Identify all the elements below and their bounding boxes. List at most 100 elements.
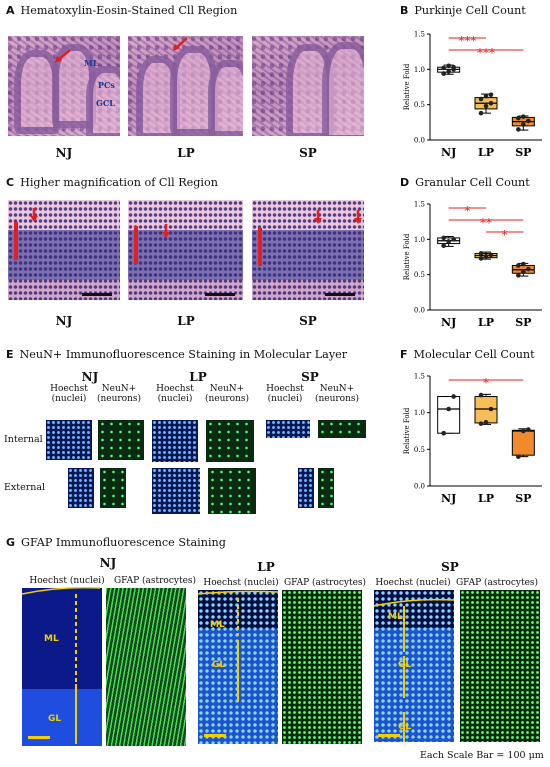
- data-point: [516, 454, 521, 459]
- panel-title-text: Molecular Cell Count: [413, 348, 535, 361]
- scale-bar-note: Each Scale Bar = 100 μm: [420, 750, 544, 761]
- y-tick-label: 0.0: [414, 483, 425, 491]
- x-tick-label: NJ: [441, 146, 456, 159]
- label-pcs: PCs: [98, 80, 115, 90]
- col-neun: NeuN+ (neurons): [96, 384, 142, 404]
- col-hoechst: Hoechst (nuclei): [29, 576, 105, 586]
- panel-title-text: NeuN+ Immunofluorescence Staining in Mol…: [19, 348, 348, 361]
- panel-a-title: A Hematoxylin-Eosin-Stained Cll Region: [6, 4, 237, 17]
- y-tick-label: 1.5: [414, 373, 425, 381]
- row-label-internal: Internal: [4, 434, 43, 445]
- panel-title-text: Hematoxylin-Eosin-Stained Cll Region: [20, 4, 238, 17]
- data-point: [521, 428, 526, 434]
- panel-title-text: Higher magnification of Cll Region: [20, 176, 218, 189]
- data-point: [441, 65, 446, 71]
- data-point: [483, 93, 489, 99]
- panel-title-text: GFAP Immunofluorescence Staining: [21, 536, 226, 549]
- significance-label: **: [480, 216, 492, 230]
- panel-letter: C: [6, 176, 15, 189]
- data-point: [526, 118, 531, 124]
- row-label-external: External: [4, 482, 46, 493]
- neun-nj-external-hoechst: [68, 468, 94, 508]
- box: [437, 396, 461, 434]
- neun-nj-internal-neun: [98, 420, 144, 460]
- label-gl: GL: [398, 660, 412, 670]
- condition-label-nj: NJ: [99, 556, 117, 570]
- neun-lp-external-hoechst: [152, 468, 200, 514]
- data-point: [451, 237, 456, 242]
- data-point: [451, 394, 456, 399]
- data-point: [483, 419, 489, 425]
- label-ml: ML: [210, 620, 225, 630]
- data-point: [483, 103, 489, 109]
- y-tick-label: 1.5: [414, 201, 425, 209]
- red-arrows-a: [55, 37, 188, 63]
- neun-lp-internal-hoechst: [152, 420, 198, 462]
- neun-lp-internal-neun: [206, 420, 254, 462]
- panel-g-title: G GFAP Immunofluorescence Staining: [6, 536, 226, 549]
- col-gfap: GFAP (astrocytes): [113, 576, 197, 586]
- y-tick-label: 0.5: [414, 271, 425, 279]
- data-point: [488, 92, 494, 98]
- data-point: [521, 269, 526, 275]
- x-tick-label: LP: [478, 492, 494, 505]
- panel-title-text: Granular Cell Count: [415, 176, 530, 189]
- data-point: [451, 64, 456, 70]
- col-gfap: GFAP (astrocytes): [283, 578, 367, 588]
- data-point: [441, 235, 446, 241]
- col-neun: NeuN+ (neurons): [314, 384, 360, 404]
- y-axis-label: Relative Fold: [403, 63, 411, 110]
- data-point: [441, 430, 446, 436]
- box: [474, 396, 498, 424]
- y-tick-label: 0.0: [414, 137, 425, 145]
- significance-label: *: [464, 204, 470, 218]
- y-tick-label: 1.0: [414, 66, 425, 74]
- hm-image-sp: [252, 200, 364, 300]
- gfap-nj-hoechst: [22, 588, 102, 746]
- y-tick-label: 1.0: [414, 236, 425, 244]
- neun-nj-internal-hoechst: [46, 420, 92, 460]
- data-point: [521, 261, 526, 267]
- x-tick-label: NJ: [441, 492, 456, 505]
- condition-label-sp: SP: [441, 560, 459, 574]
- col-neun: NeuN+ (neurons): [204, 384, 250, 404]
- panel-title-text: Purkinje Cell Count: [414, 4, 526, 17]
- gfap-overlays: [21, 586, 455, 744]
- data-point: [483, 253, 489, 259]
- box: [511, 429, 535, 456]
- significance-label: *: [483, 376, 489, 390]
- panel-f-title: F Molecular Cell Count: [400, 348, 535, 361]
- panel-letter: A: [6, 4, 15, 17]
- label-ml: ML: [44, 634, 59, 644]
- col-hoechst: Hoechst (nuclei): [375, 578, 451, 588]
- condition-label-lp: LP: [177, 314, 195, 328]
- x-tick-label: LP: [478, 316, 494, 329]
- he-image-sp: [252, 36, 364, 136]
- y-tick-label: 0.5: [414, 446, 425, 454]
- label-gl: GL: [212, 660, 226, 670]
- neun-sp-internal-hoechst: [266, 420, 310, 438]
- panel-letter: E: [6, 348, 14, 361]
- data-point: [478, 110, 484, 116]
- panel-e-title: E NeuN+ Immunofluorescence Staining in Mo…: [6, 348, 347, 361]
- neun-sp-internal-neun: [318, 420, 366, 438]
- data-point: [488, 252, 494, 258]
- label-ml: ML: [84, 58, 99, 68]
- label-ml: ML: [388, 612, 403, 622]
- data-point: [478, 96, 484, 102]
- y-axis-label: Relative Fold: [403, 407, 411, 454]
- y-tick-label: 0.5: [414, 101, 425, 109]
- data-point: [441, 243, 446, 248]
- data-point: [516, 263, 521, 268]
- data-point: [446, 69, 451, 74]
- data-point: [446, 239, 451, 244]
- gfap-nj-gfap: [106, 588, 186, 746]
- significance-label: ***: [477, 46, 495, 60]
- data-point: [488, 100, 494, 106]
- hm-image-nj: [8, 200, 120, 300]
- x-tick-label: SP: [515, 492, 531, 505]
- neun-sp-external-neun: [318, 468, 334, 508]
- condition-label-nj: NJ: [55, 146, 73, 160]
- data-point: [526, 427, 531, 432]
- chart-purkinje: 0.0 0.5 1.0 1.5 Relative Fold NJ LP SP ******: [403, 31, 542, 159]
